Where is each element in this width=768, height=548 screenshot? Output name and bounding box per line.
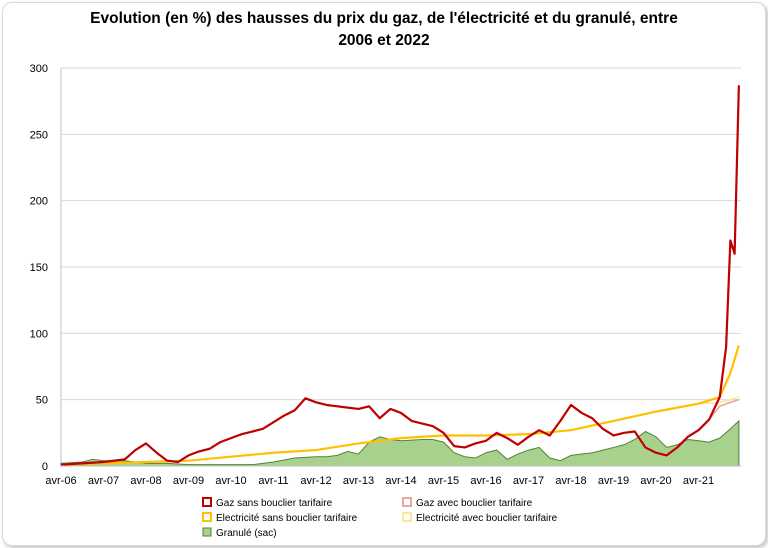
x-tick-label: avr-20 [640, 475, 671, 487]
legend-swatch [202, 497, 212, 507]
series-line-0 [60, 85, 740, 466]
legend-label: Electricité sans bouclier tarifaire [216, 513, 358, 524]
series-line-2 [60, 344, 740, 466]
x-tick-label: avr-15 [428, 475, 459, 487]
x-tick-label: avr-06 [45, 475, 76, 487]
x-tick-label: avr-16 [470, 475, 501, 487]
x-tick-label: avr-14 [385, 475, 416, 487]
x-tick-label: avr-08 [130, 475, 161, 487]
legend-label: Electricité avec bouclier tarifaire [416, 513, 558, 524]
chart-title-line-2: 2006 et 2022 [338, 32, 430, 49]
legend-label: Gaz sans bouclier tarifaire [216, 498, 333, 509]
x-tick-label: avr-07 [88, 475, 119, 487]
chart-title-line-1: Evolution (en %) des hausses du prix du … [90, 10, 678, 27]
legend-swatch [202, 512, 212, 522]
legend-swatch [402, 512, 412, 522]
legend-label: Gaz avec bouclier tarifaire [416, 498, 533, 509]
x-tick-label: avr-18 [555, 475, 586, 487]
y-tick-label: 200 [30, 196, 48, 208]
legend-swatch [402, 497, 412, 507]
x-tick-label: avr-11 [258, 475, 288, 487]
y-tick-label: 100 [30, 328, 48, 340]
y-tick-label: 0 [42, 461, 48, 473]
y-tick-label: 300 [30, 63, 48, 75]
x-tick-label: avr-09 [173, 475, 204, 487]
x-tick-label: avr-12 [300, 475, 331, 487]
y-tick-label: 250 [30, 129, 48, 141]
chart-title: Evolution (en %) des hausses du prix du … [0, 8, 768, 52]
y-tick-label: 50 [36, 395, 48, 407]
x-tick-label: avr-21 [683, 475, 714, 487]
series-line-3 [698, 396, 740, 405]
x-tick-label: avr-19 [598, 475, 629, 487]
y-tick-label: 150 [30, 262, 48, 274]
x-tick-label: avr-13 [343, 475, 374, 487]
legend-swatch [202, 527, 212, 537]
x-tick-label: avr-17 [513, 475, 544, 487]
series-area-granule [60, 419, 740, 467]
x-tick-label: avr-10 [215, 475, 246, 487]
legend-label: Granulé (sac) [216, 528, 277, 539]
